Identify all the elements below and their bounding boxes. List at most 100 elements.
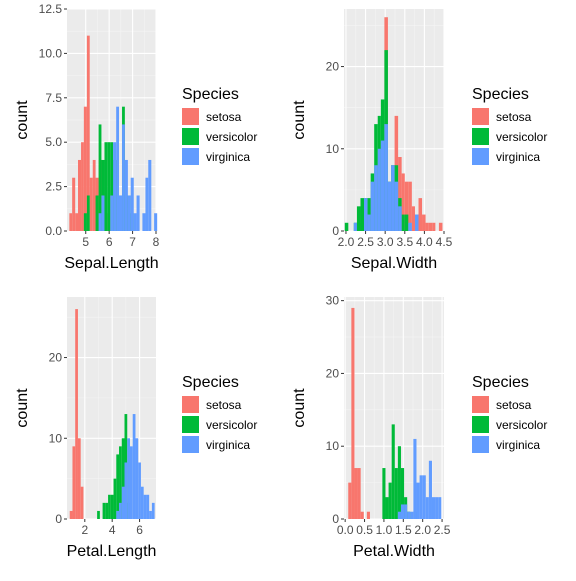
x-tick-label: 6 (136, 523, 143, 537)
histogram-bar-setosa (75, 309, 78, 519)
histogram-bar-setosa (422, 214, 426, 231)
legend-key-virginica (182, 436, 199, 453)
legend-key-virginica (182, 148, 199, 165)
histogram-bar-virginica (404, 504, 408, 519)
histogram-bar-virginica (387, 181, 392, 231)
y-tick-label: 2.5 (45, 180, 62, 194)
x-tick-label: 1.5 (395, 523, 412, 537)
y-tick-label: 7.5 (45, 91, 62, 105)
histogram-bar-virginica (138, 462, 141, 519)
histogram-bar-virginica (384, 124, 388, 231)
histogram-bar-virginica (127, 438, 130, 519)
legend-key-versicolor (472, 128, 489, 145)
histogram-bar-virginica (148, 159, 152, 231)
legend-label-setosa: setosa (496, 398, 532, 412)
histogram-bar-virginica (132, 414, 136, 519)
y-tick-label: 12.5 (39, 2, 63, 16)
x-tick-label: 5 (82, 235, 89, 249)
histogram-bar-virginica (370, 181, 375, 231)
histogram-bar-setosa (425, 222, 429, 231)
histogram-bar-virginica (136, 195, 140, 231)
legend-label-versicolor: versicolor (496, 418, 547, 432)
x-tick-label: 0.0 (337, 523, 354, 537)
legend: Species setosa versicolor virginica (182, 374, 257, 453)
histogram-bar-virginica (428, 460, 432, 519)
x-tick-label: 4.0 (416, 235, 433, 249)
histogram-bar-versicolor (394, 468, 398, 519)
legend-key-versicolor (472, 416, 489, 433)
histogram-panel-4: 0 10 20 30 0.0 0.5 1.0 1.5 2.0 2.5 Petal.Width coun… (291, 294, 547, 560)
histogram-bar-virginica (151, 502, 155, 519)
histogram-bar-virginica (142, 213, 146, 231)
histogram-bar-setosa (83, 106, 87, 231)
histogram-panel-3: 0 10 20 2 4 6 Petal.Length count Species setosa ve… (14, 297, 257, 560)
x-axis-title: Petal.Length (67, 543, 157, 560)
y-tick-label: 30 (326, 294, 340, 308)
histogram-bar-versicolor (391, 424, 395, 519)
legend-title: Species (472, 374, 529, 391)
histogram-bar-versicolor (97, 510, 100, 519)
x-axis-title: Sepal.Width (351, 255, 437, 272)
x-tick-label: 2 (81, 523, 88, 537)
legend-key-virginica (472, 148, 489, 165)
x-tick-label: 7 (129, 235, 136, 249)
histogram-bar-virginica (98, 213, 102, 231)
histogram-bar-virginica (377, 148, 381, 231)
x-tick-label: 2.0 (338, 235, 355, 249)
histogram-bar-versicolor (344, 222, 349, 231)
legend-key-setosa (472, 108, 489, 125)
histogram-bar-versicolor (110, 494, 114, 519)
legend: Species setosa versicolor virginica (182, 86, 257, 165)
histogram-bar-virginica (119, 502, 122, 519)
histogram-bar-virginica (146, 494, 150, 519)
histogram-bar-setosa (86, 35, 90, 231)
histogram-bar-setosa (77, 438, 81, 519)
histogram-bar-virginica (416, 482, 420, 519)
histogram-bar-virginica (149, 510, 152, 519)
histogram-bar-virginica (101, 195, 105, 231)
histogram-bar-setosa (69, 213, 73, 231)
histogram-bar-virginica (116, 510, 120, 519)
histogram-bar-virginica (397, 511, 401, 519)
histogram-bar-versicolor (401, 214, 405, 231)
legend-title: Species (182, 86, 239, 103)
histogram-bar-virginica (419, 475, 423, 519)
histogram-bar-setosa (404, 181, 409, 231)
histogram-bar-setosa (80, 486, 84, 519)
histogram-bar-virginica (408, 222, 412, 231)
histogram-bar-setosa (360, 511, 364, 519)
histogram-bar-versicolor (385, 497, 389, 519)
histogram-bar-virginica (410, 511, 414, 519)
histogram-bar-setosa (92, 159, 96, 231)
histogram-bar-versicolor (102, 502, 106, 519)
histogram-bar-versicolor (113, 478, 117, 519)
y-tick-label: 10 (326, 142, 340, 156)
legend-label-setosa: setosa (496, 110, 532, 124)
histogram-bar-virginica (143, 494, 147, 519)
histogram-bar-virginica (124, 462, 128, 519)
y-axis-title: count (291, 388, 308, 428)
histogram-bar-setosa (81, 142, 84, 231)
histogram-bar-setosa (357, 468, 361, 519)
histogram-bar-setosa (72, 446, 76, 519)
histogram-bar-virginica (154, 213, 158, 231)
histogram-bar-versicolor (108, 494, 111, 519)
legend-label-setosa: setosa (206, 110, 242, 124)
legend-label-virginica: virginica (496, 438, 540, 452)
legend-title: Species (182, 374, 239, 391)
histogram-bar-virginica (364, 198, 368, 231)
y-tick-label: 10.0 (39, 46, 63, 60)
legend-key-versicolor (182, 416, 199, 433)
histogram-bar-versicolor (121, 438, 125, 519)
histogram-bar-versicolor (119, 446, 122, 519)
x-tick-label: 4.5 (436, 235, 453, 249)
legend-label-virginica: virginica (496, 150, 540, 164)
histogram-bar-virginica (438, 497, 442, 519)
y-axis-title: count (14, 100, 31, 140)
histogram-panel-1: 0.0 2.5 5.0 7.5 10.0 12.5 5 6 7 8 Sepal.Length coun… (14, 2, 257, 272)
legend-label-virginica: virginica (206, 438, 250, 452)
histogram-bar-versicolor (400, 468, 405, 519)
histogram-bar-virginica (431, 497, 436, 519)
x-tick-label: 1.0 (376, 523, 393, 537)
